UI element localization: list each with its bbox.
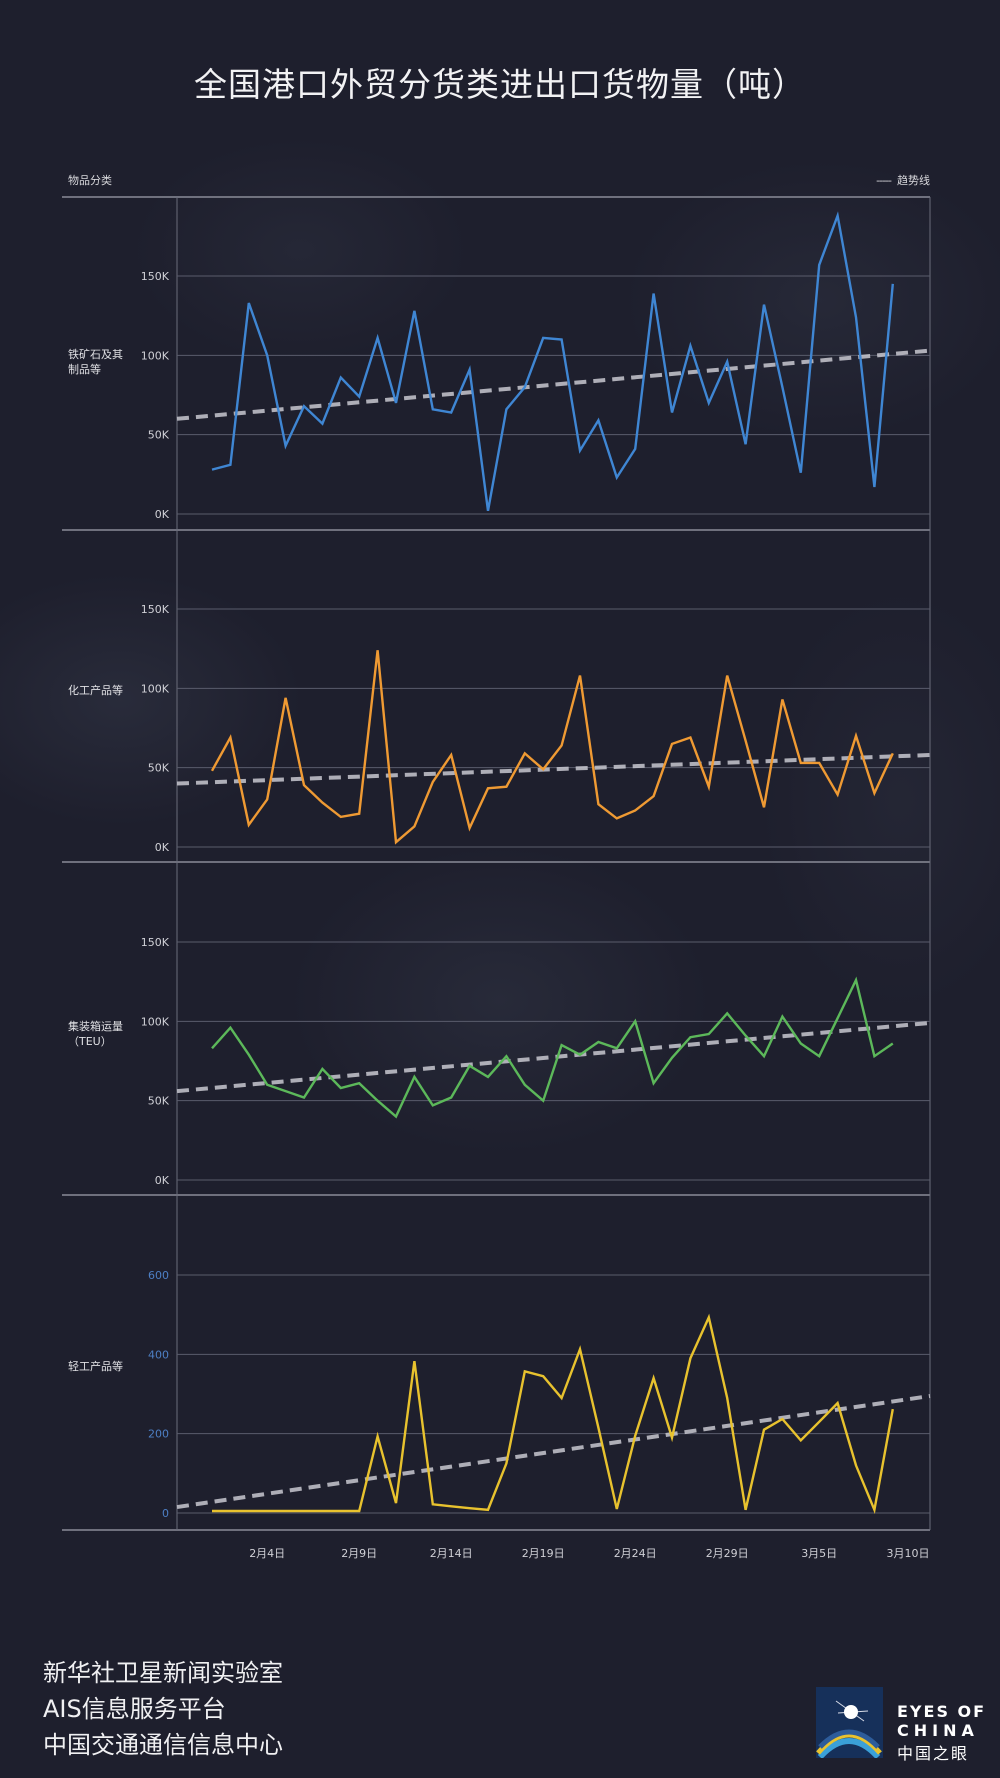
footer-credit-1: 新华社卫星新闻实验室 — [43, 1659, 283, 1687]
category-label-line: 化工产品等 — [68, 684, 123, 697]
y-tick-label: 0K — [155, 841, 170, 854]
y-tick-label: 150K — [141, 936, 170, 949]
logo-text-line-3: 中国之眼 — [897, 1744, 970, 1763]
y-tick-label: 0K — [155, 1174, 170, 1187]
x-tick-label: 2月4日 — [249, 1547, 285, 1560]
category-label-container: 集装箱运量 （TEU） — [68, 1019, 123, 1049]
x-tick-label: 2月24日 — [614, 1547, 657, 1560]
x-tick-label: 2月29日 — [706, 1547, 749, 1560]
series-line-0 — [211, 211, 894, 512]
y-tick-label: 600 — [148, 1269, 169, 1282]
x-tick-label: 3月10日 — [887, 1547, 930, 1560]
x-tick-label: 2月19日 — [522, 1547, 565, 1560]
y-tick-label: 100K — [141, 1015, 170, 1028]
x-tick-label: 2月14日 — [430, 1547, 473, 1560]
series-line-1 — [210, 650, 894, 845]
y-tick-label: 150K — [141, 270, 170, 283]
trend-line — [176, 1394, 931, 1510]
x-tick-label: 2月9日 — [341, 1547, 377, 1560]
eyes-of-china-logo-icon — [816, 1687, 883, 1758]
trend-line — [176, 348, 931, 421]
y-tick-label: 0K — [155, 508, 170, 521]
category-label-line: 集装箱运量 — [68, 1020, 123, 1033]
trend-line — [176, 1020, 931, 1094]
category-label-light-industry: 轻工产品等 — [68, 1359, 123, 1374]
category-label-line: （TEU） — [68, 1035, 112, 1048]
category-header: 物品分类 — [68, 174, 112, 187]
y-tick-label: 200 — [148, 1428, 169, 1441]
trend-line — [176, 752, 931, 786]
category-label-chemical: 化工产品等 — [68, 683, 123, 698]
footer-credit-2: AIS信息服务平台 — [43, 1695, 226, 1723]
y-tick-label: 50K — [148, 1095, 170, 1108]
logo-text-line-2: CHINA — [897, 1721, 979, 1740]
y-tick-label: 0 — [162, 1507, 169, 1520]
category-label-iron-ore: 铁矿石及其 制品等 — [68, 347, 123, 377]
trend-legend-label: 趋势线 — [897, 174, 930, 187]
category-label-line: 铁矿石及其 — [68, 348, 123, 361]
y-tick-label: 50K — [148, 762, 170, 775]
logo-text-line-1: EYES OF — [897, 1702, 987, 1721]
y-tick-label: 100K — [141, 682, 170, 695]
page-title: 全国港口外贸分货类进出口货物量（吨） — [194, 65, 806, 104]
series-line-2 — [211, 976, 894, 1119]
footer-credit-3: 中国交通通信信息中心 — [43, 1731, 283, 1759]
y-tick-label: 50K — [148, 429, 170, 442]
x-tick-label: 3月5日 — [801, 1547, 837, 1560]
legend: ----- 趋势线 — [876, 172, 930, 188]
y-tick-label: 100K — [141, 349, 170, 362]
y-tick-label: 400 — [148, 1348, 169, 1361]
category-label-line: 制品等 — [68, 363, 101, 376]
category-label-line: 轻工产品等 — [68, 1360, 123, 1373]
series-line-3 — [212, 1313, 894, 1515]
trend-legend-swatch: ----- — [876, 174, 892, 187]
y-tick-label: 150K — [141, 603, 170, 616]
